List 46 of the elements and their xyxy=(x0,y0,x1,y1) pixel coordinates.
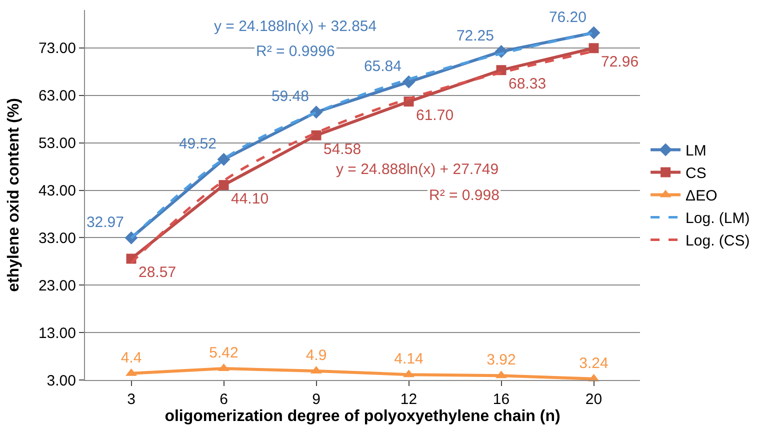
data-label: 4.14 xyxy=(394,350,424,368)
x-tick-label: 9 xyxy=(312,391,320,408)
data-label: 72.25 xyxy=(456,28,494,45)
legend-label: LM xyxy=(686,142,706,160)
data-label: 68.33 xyxy=(508,76,546,93)
y-axis-title: ethylene oxid content (%) xyxy=(5,98,22,292)
data-label: 4.4 xyxy=(120,349,142,366)
y-tick-label: 33.00 xyxy=(38,230,76,247)
data-label: 3.92 xyxy=(486,352,516,369)
data-label: 44.10 xyxy=(231,190,269,208)
annotation: y = 24.888ln(x) + 27.749 xyxy=(336,161,499,178)
data-label: 72.96 xyxy=(601,54,639,71)
x-tick-label: 20 xyxy=(585,391,602,408)
x-tick-label: 16 xyxy=(492,391,510,408)
annotation: y = 24.188ln(x) + 32.854 xyxy=(214,18,377,35)
data-label: 3.24 xyxy=(579,354,608,372)
legend-label: Log. (CS) xyxy=(686,232,750,250)
data-label: 4.9 xyxy=(306,346,327,364)
data-label: 32.97 xyxy=(86,214,124,231)
point xyxy=(217,152,230,166)
annotation: R² = 0.9996 xyxy=(256,43,335,60)
legend-label: Log. (LM) xyxy=(686,210,750,228)
y-tick-label: 13.00 xyxy=(38,324,76,342)
y-tick-label: 63.00 xyxy=(38,88,76,105)
y-tick-label: 73.00 xyxy=(38,40,76,58)
data-label: 61.70 xyxy=(416,107,454,124)
data-label: 5.42 xyxy=(209,344,238,362)
x-tick-label: 6 xyxy=(220,391,228,408)
data-label: 54.58 xyxy=(324,140,362,158)
x-tick-label: 12 xyxy=(400,391,418,408)
x-tick-label: 3 xyxy=(127,391,136,408)
y-tick-label: 53.00 xyxy=(38,135,76,152)
data-label: 76.20 xyxy=(548,8,586,26)
data-label: 65.84 xyxy=(364,58,402,75)
point xyxy=(402,75,416,88)
annotation: R² = 0.998 xyxy=(429,187,500,204)
point xyxy=(588,43,599,54)
y-tick-label: 3.00 xyxy=(46,372,76,390)
point xyxy=(218,180,229,190)
legend-label: ΔEO xyxy=(686,188,718,205)
x-axis-title: oligomerization degree of polyoxyethylene chain (n) xyxy=(164,408,560,425)
y-tick-label: 43.00 xyxy=(38,182,76,200)
legend-label: CS xyxy=(686,165,706,182)
point xyxy=(311,130,322,140)
y-tick-label: 23.00 xyxy=(38,277,76,294)
data-label: 28.57 xyxy=(138,264,176,282)
